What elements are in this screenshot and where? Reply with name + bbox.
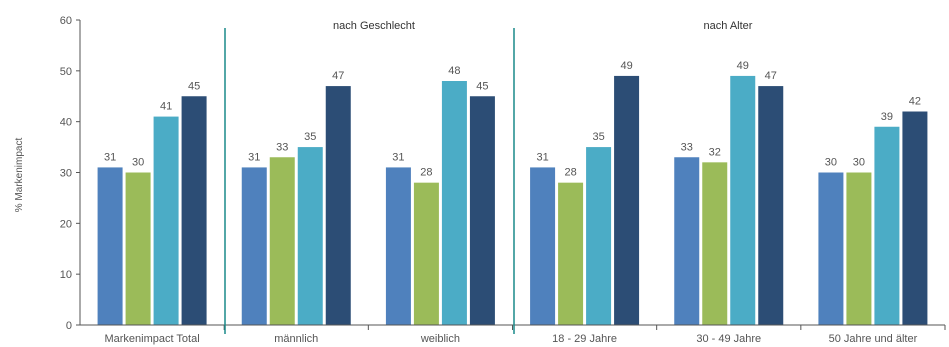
- x-tick-label: Markenimpact Total: [104, 333, 199, 345]
- bar: [385, 167, 411, 325]
- bar: [530, 167, 556, 325]
- data-label: 33: [681, 141, 693, 153]
- x-tick-label: 50 Jahre und älter: [829, 333, 918, 345]
- bar: [181, 96, 207, 325]
- data-label: 31: [392, 151, 404, 163]
- data-label: 47: [332, 70, 344, 82]
- x-tick-label: weiblich: [420, 333, 460, 345]
- bars: 31 30 41 45 31 33 35 47 31 28 48 45 31 28 35 49 33 32 49 47…: [97, 60, 928, 326]
- bar: [586, 147, 612, 325]
- data-label: 31: [536, 151, 548, 163]
- bar: [97, 167, 123, 325]
- bar: [297, 147, 323, 325]
- bar: [902, 111, 928, 325]
- bar: [758, 86, 784, 325]
- bar: [730, 75, 756, 326]
- bar: [674, 157, 700, 325]
- bar: [702, 162, 728, 325]
- y-tick-label: 40: [60, 117, 72, 129]
- data-label: 48: [448, 65, 460, 77]
- x-axis: Markenimpact Total männlich weiblich 18 - 2…: [80, 324, 946, 345]
- data-label: 47: [765, 70, 777, 82]
- data-label: 31: [248, 151, 260, 163]
- data-label: 42: [909, 96, 921, 108]
- data-label: 41: [160, 101, 172, 113]
- bar: [153, 116, 179, 325]
- bar: [441, 81, 467, 325]
- data-label: 31: [104, 151, 116, 163]
- data-label: 32: [709, 146, 721, 158]
- data-label: 28: [564, 167, 576, 179]
- data-label: 30: [825, 157, 837, 169]
- data-label: 45: [188, 80, 200, 92]
- x-tick-label: 18 - 29 Jahre: [552, 333, 617, 345]
- y-axis-label: % Markenimpact: [14, 138, 25, 213]
- x-tick-label: 30 - 49 Jahre: [696, 333, 761, 345]
- bar: [469, 96, 495, 325]
- data-label: 49: [620, 60, 632, 72]
- bar: [818, 172, 844, 325]
- bar: [241, 167, 267, 325]
- bar: [269, 157, 295, 325]
- bar: [614, 75, 640, 326]
- group-label-age: nach Alter: [704, 20, 753, 32]
- data-label: 35: [592, 131, 604, 143]
- data-label: 45: [476, 80, 488, 92]
- bar: [558, 182, 584, 325]
- y-tick-label: 60: [60, 15, 72, 27]
- data-label: 39: [881, 111, 893, 123]
- bar: [413, 182, 439, 325]
- y-tick-label: 20: [60, 218, 72, 230]
- data-label: 49: [737, 60, 749, 72]
- bar: [846, 172, 872, 325]
- data-label: 28: [420, 167, 432, 179]
- bar: [874, 126, 900, 325]
- y-tick-label: 50: [60, 66, 72, 78]
- y-axis: 0 10 20 30 40 50 60: [60, 15, 81, 332]
- bar: [325, 86, 351, 325]
- data-label: 30: [853, 157, 865, 169]
- data-label: 35: [304, 131, 316, 143]
- data-label: 33: [276, 141, 288, 153]
- data-label: 30: [132, 157, 144, 169]
- y-tick-label: 0: [66, 320, 72, 332]
- y-tick-label: 30: [60, 168, 72, 180]
- y-tick-label: 10: [60, 269, 72, 281]
- group-label-gender: nach Geschlecht: [333, 20, 415, 32]
- x-tick-label: männlich: [274, 333, 318, 345]
- bar: [125, 172, 151, 325]
